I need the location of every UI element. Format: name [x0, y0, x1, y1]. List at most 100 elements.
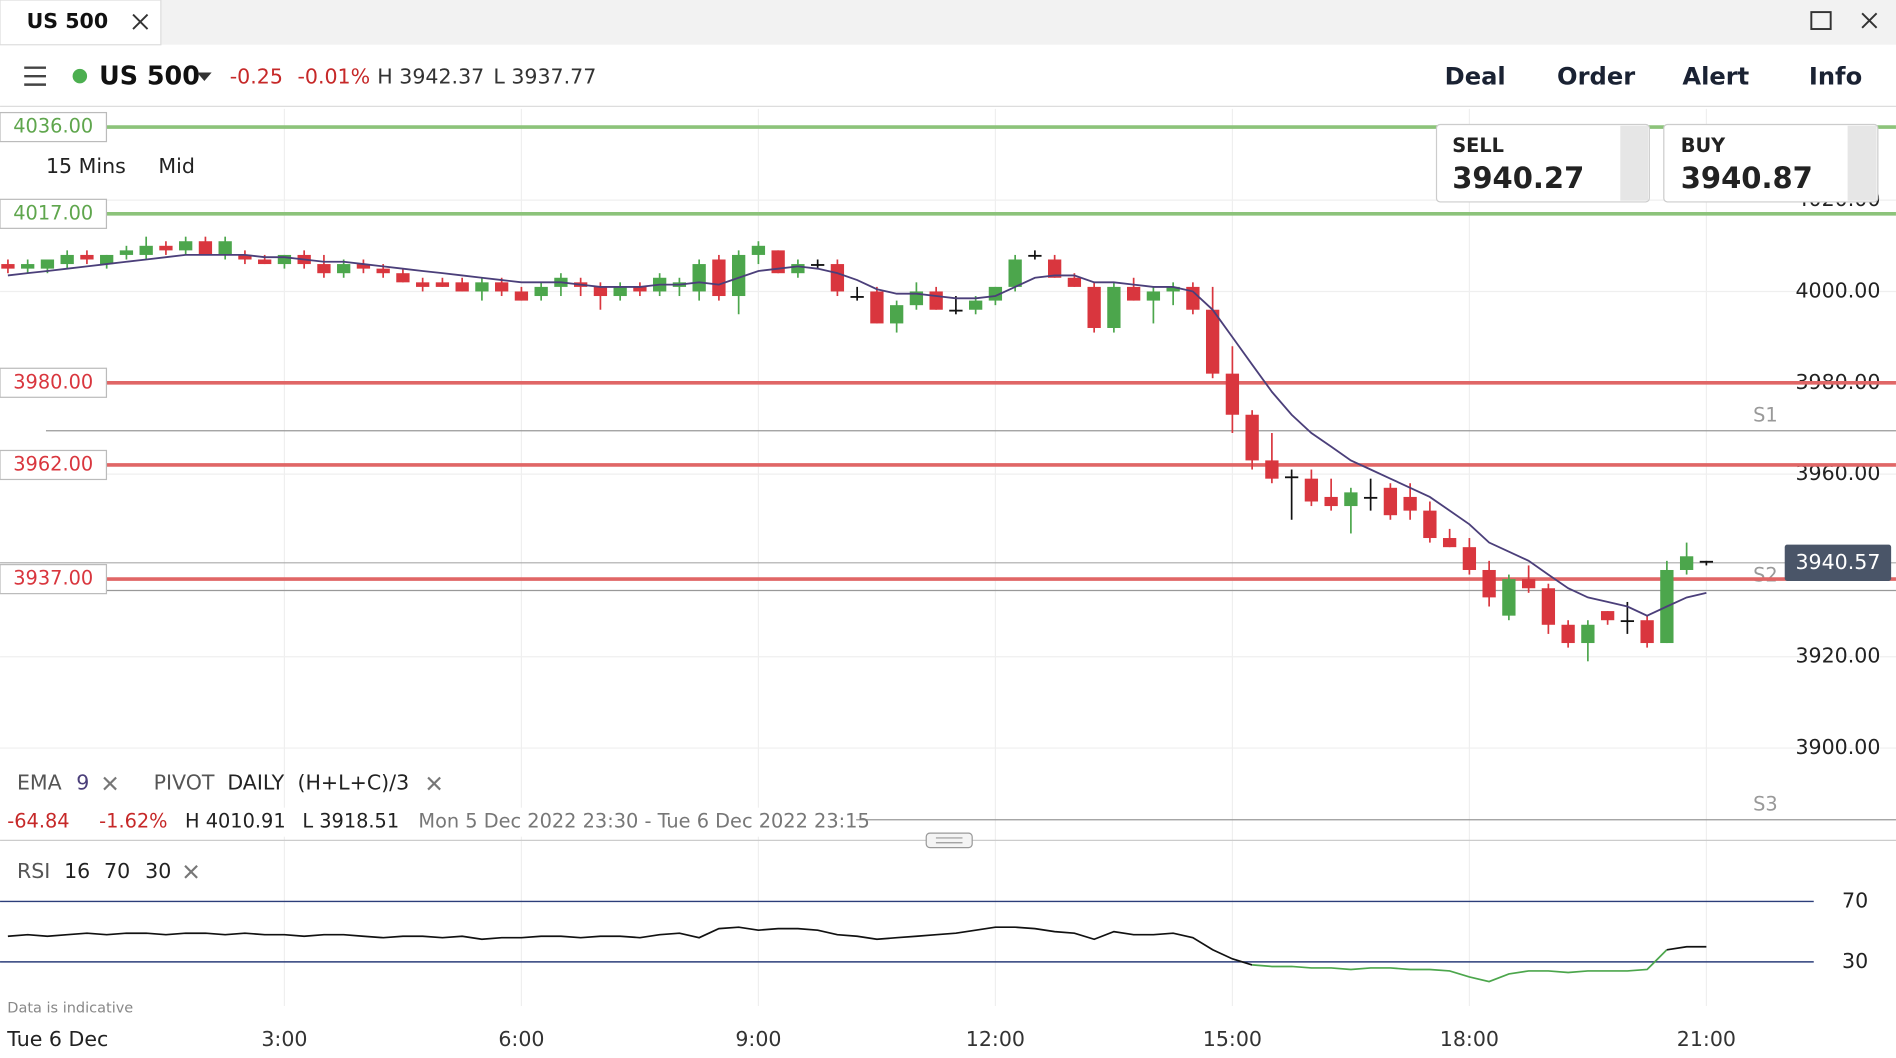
menu-item[interactable]: Info [1809, 62, 1862, 90]
rsi-upper: 70 [104, 859, 130, 883]
candle-body [277, 254, 292, 265]
x-tick-label: 15:00 [1203, 1027, 1262, 1051]
candle-body [929, 291, 943, 310]
candle-body [238, 254, 252, 260]
high: H 3942.37 [377, 64, 484, 88]
candle-body [60, 254, 74, 265]
interval[interactable]: 15 Mins [46, 154, 126, 178]
remove-pivot[interactable] [427, 776, 441, 791]
y-tick-label: 3900.00 [1795, 735, 1880, 759]
overlay: 15 Mins Mid SELL 3940.27 BUY 3940.87 EMA… [0, 123, 1896, 1016]
sell-price: 3940.27 [1452, 161, 1584, 195]
candle-body [514, 291, 529, 301]
sell-label: SELL [1452, 134, 1504, 157]
range-change: -64.84 [7, 810, 69, 833]
tab-close[interactable] [132, 13, 149, 30]
level-tag [0, 198, 108, 229]
candle-body [1679, 556, 1694, 570]
level-label: 4036.00 [13, 115, 93, 138]
resize-handle[interactable] [925, 832, 973, 849]
candle-body [258, 259, 272, 265]
candle-body [1107, 286, 1121, 328]
candle-body [949, 309, 963, 312]
ema-label: EMA [17, 771, 62, 795]
candle-body [1284, 476, 1299, 479]
pivot-label: S2 [1753, 564, 1778, 587]
price-type[interactable]: Mid [158, 154, 194, 178]
candle-body [1502, 579, 1516, 616]
tab-title: US 500 [27, 9, 109, 33]
candle-body [317, 264, 331, 274]
candle-body [1600, 611, 1615, 621]
low: L 3937.77 [493, 64, 596, 88]
x-tick-label: 12:00 [966, 1027, 1025, 1051]
candle-body [337, 264, 351, 274]
rsi-chart: 70 30 [0, 888, 1868, 983]
candle-body [139, 245, 153, 255]
stats-bg [0, 807, 857, 837]
candle-body [1146, 291, 1161, 301]
candle-body [1640, 620, 1654, 644]
level-label: 3962.00 [13, 452, 93, 475]
candle-body [356, 264, 371, 269]
last-price-label: 3940.57 [1795, 550, 1880, 574]
level-tag [0, 564, 108, 595]
candle-body [100, 254, 114, 265]
candle-body [870, 291, 884, 324]
range-low: L 3918.51 [302, 810, 399, 833]
candle-body [495, 282, 509, 292]
buy-price: 3940.87 [1681, 161, 1813, 195]
candle-body [811, 264, 825, 266]
instrument[interactable]: US 500 [99, 60, 200, 90]
pivot-label: S3 [1753, 793, 1778, 816]
candle-body [1442, 538, 1457, 548]
dropdown-caret[interactable] [197, 72, 212, 82]
candle-body [218, 241, 232, 255]
level-tag [0, 449, 108, 481]
menu-item[interactable]: Deal [1445, 62, 1506, 90]
candle-body [1541, 588, 1556, 625]
change-pct: -0.01% [297, 64, 370, 88]
level-tag [0, 367, 108, 398]
menu-icon[interactable] [24, 66, 46, 86]
buy-strip [1847, 125, 1877, 201]
buy-button[interactable] [1663, 123, 1879, 203]
level-tag [0, 111, 108, 143]
x-tick-label: 21:00 [1677, 1027, 1736, 1051]
last-price-tag [1784, 544, 1892, 581]
candle-body [376, 268, 390, 274]
candle-body [968, 300, 983, 310]
candle-body [1087, 286, 1101, 328]
rsi-label: RSI [17, 859, 50, 883]
candle-body [80, 254, 94, 260]
candle-body [1008, 259, 1022, 287]
candle-body [1581, 624, 1595, 644]
candle-body [1067, 277, 1082, 287]
remove-ema[interactable] [103, 776, 117, 791]
sell-button[interactable] [1435, 123, 1650, 203]
tab[interactable] [0, 0, 162, 46]
rsi-period: 16 [64, 859, 90, 883]
candle-body [830, 264, 845, 292]
range-high: H 4010.91 [185, 810, 286, 833]
candle-body [1304, 478, 1319, 502]
y-tick-label: 70 [1842, 888, 1868, 912]
x-tick-label: 6:00 [498, 1027, 544, 1051]
buy-label: BUY [1681, 134, 1726, 157]
maximize-icon[interactable] [1810, 11, 1832, 30]
level-label: 3937.00 [13, 567, 93, 590]
candle-body [1620, 620, 1635, 623]
menu-item[interactable]: Order [1557, 62, 1635, 90]
candle-body [633, 286, 647, 292]
menu-item[interactable]: Alert [1682, 62, 1749, 90]
level-label: 3980.00 [13, 370, 93, 393]
disclaimer: Data is indicative [7, 1000, 133, 1016]
candle-body [1561, 624, 1575, 644]
y-tick-label: 3920.00 [1795, 644, 1880, 668]
x-tick-label: 3:00 [261, 1027, 307, 1051]
rsi-line [7, 926, 1253, 966]
remove-rsi[interactable] [184, 864, 198, 879]
close-icon[interactable] [1861, 12, 1878, 29]
